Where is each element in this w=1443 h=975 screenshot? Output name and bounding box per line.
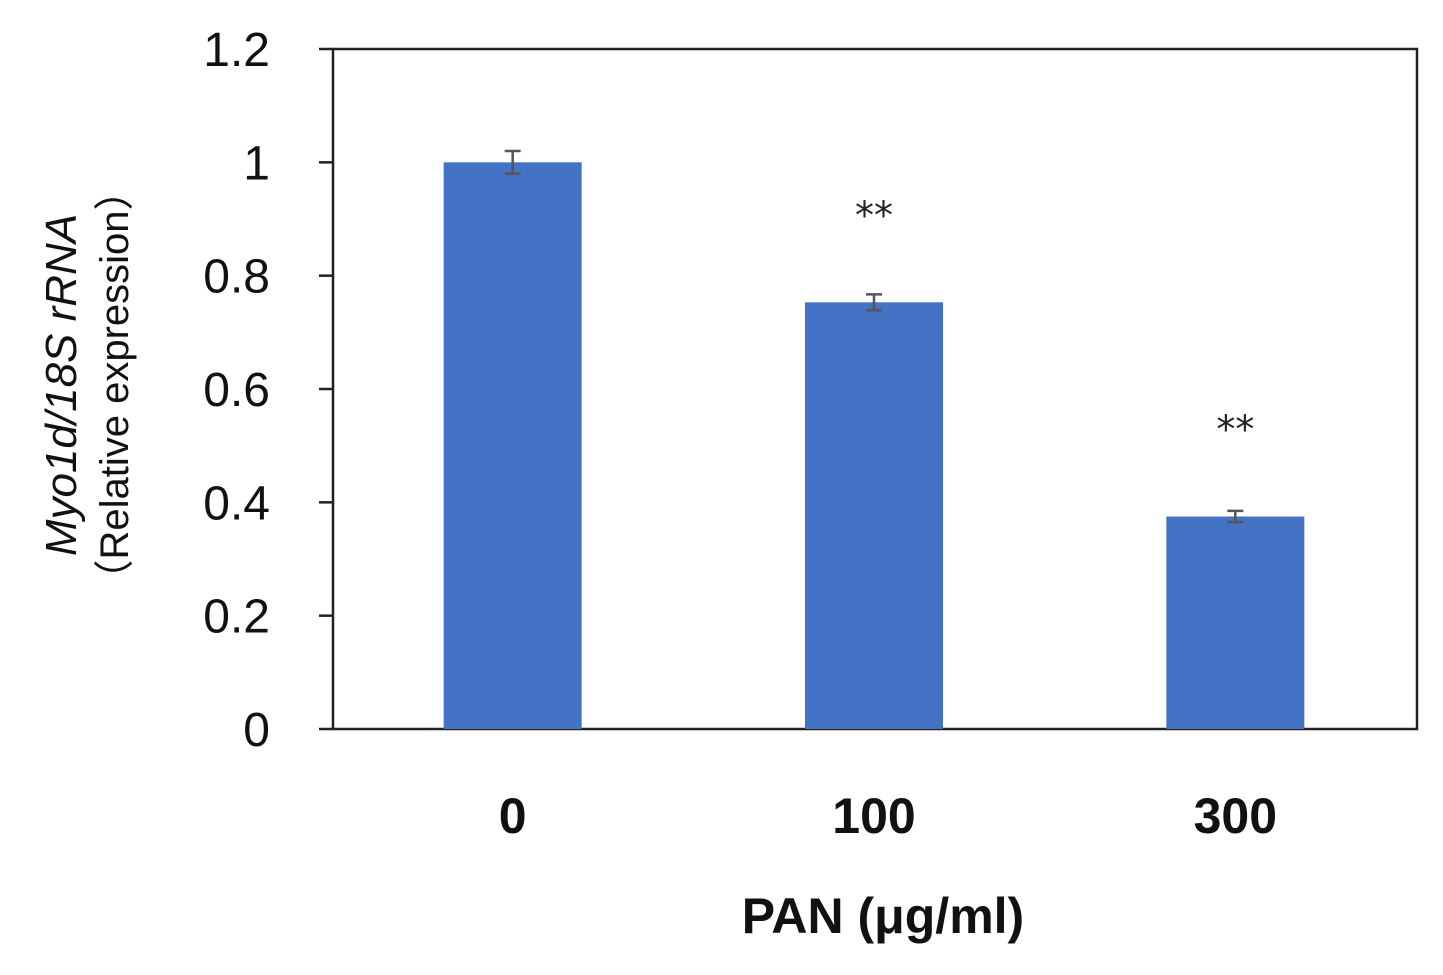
y-axis-label-line-1: Myo1d/18S rRNA — [37, 214, 86, 556]
y-tick-label: 0.2 — [203, 591, 270, 644]
y-tick-label: 0 — [243, 704, 270, 757]
y-tick-label: 1 — [243, 137, 270, 190]
y-ticks-group: 0 0.2 0.4 0.6 0.8 1 1.2 — [203, 24, 333, 757]
x-axis-label: PAN (μg/ml) — [742, 888, 1024, 944]
y-axis-label: Myo1d/18S rRNA （Relative expression） — [37, 170, 137, 599]
significance-label: ** — [1216, 408, 1254, 452]
y-tick-label: 0.6 — [203, 364, 270, 417]
y-tick-label: 0.8 — [203, 251, 270, 304]
error-bars-group — [504, 149, 1244, 524]
bar-300 — [1166, 516, 1305, 729]
bars-group — [443, 162, 1305, 730]
y-axis-label-line-2: （Relative expression） — [93, 170, 137, 599]
bar-0 — [443, 162, 582, 730]
x-category-label: 300 — [1194, 788, 1277, 844]
y-tick-label: 1.2 — [203, 24, 270, 77]
y-tick-label: 0.4 — [203, 477, 270, 530]
x-category-label: 0 — [499, 788, 527, 844]
category-labels-group: 0 100 300 — [499, 788, 1277, 844]
significance-label: ** — [855, 193, 893, 237]
x-category-label: 100 — [832, 788, 915, 844]
significance-labels-group: ** ** — [855, 193, 1254, 451]
bar-100 — [805, 302, 943, 729]
